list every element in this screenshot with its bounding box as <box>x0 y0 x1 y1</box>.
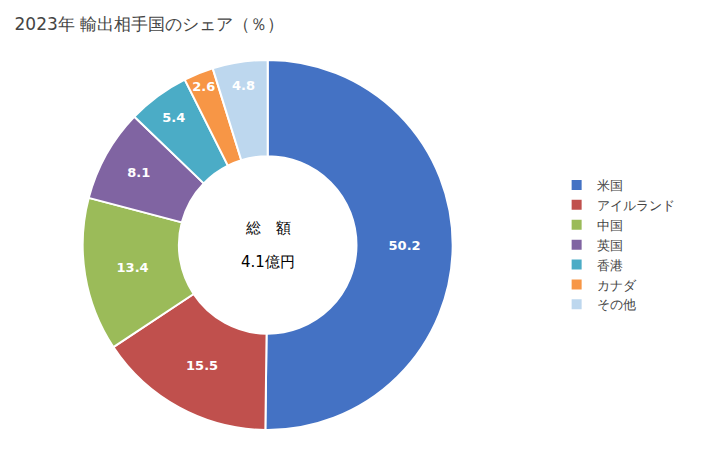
svg-text:4.8: 4.8 <box>232 78 255 93</box>
svg-text:13.4: 13.4 <box>117 260 149 275</box>
svg-text:総 額: 総 額 <box>245 219 291 237</box>
svg-text:アイルランド: アイルランド <box>597 198 675 213</box>
svg-text:米国: 米国 <box>597 178 623 193</box>
svg-text:その他: その他 <box>597 297 636 312</box>
svg-text:カナダ: カナダ <box>597 278 637 293</box>
svg-text:香港: 香港 <box>597 258 623 273</box>
svg-text:2.6: 2.6 <box>192 79 215 94</box>
svg-text:8.1: 8.1 <box>127 165 150 180</box>
svg-text:4.1億円: 4.1億円 <box>241 253 295 271</box>
svg-text:50.2: 50.2 <box>389 238 421 253</box>
svg-text:中国: 中国 <box>597 218 623 233</box>
svg-text:英国: 英国 <box>597 238 623 253</box>
svg-text:5.4: 5.4 <box>162 110 185 125</box>
svg-text:15.5: 15.5 <box>186 358 218 373</box>
svg-text:2023年 輸出相手国のシェア（％）: 2023年 輸出相手国のシェア（％） <box>15 14 285 34</box>
